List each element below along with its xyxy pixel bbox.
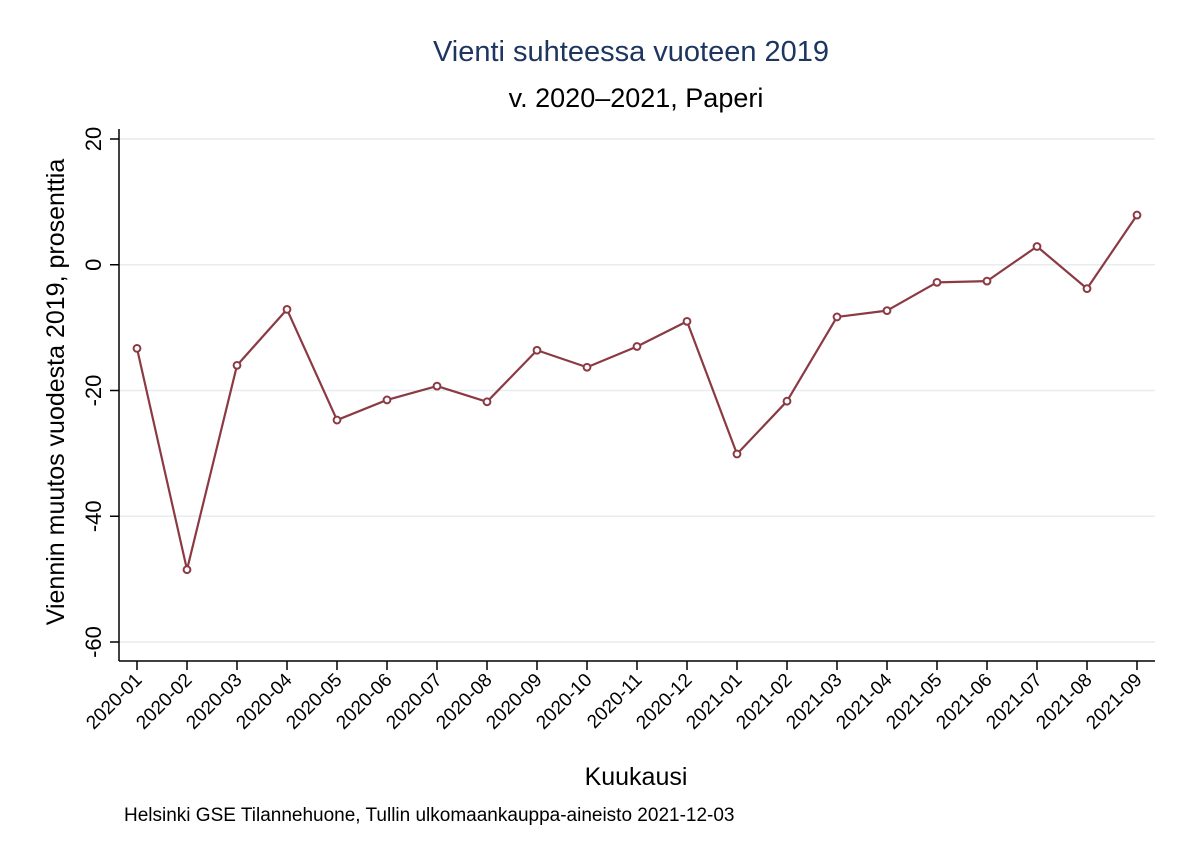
chart-title: Vienti suhteessa vuoteen 2019 xyxy=(433,36,829,68)
y-tick-label: 20 xyxy=(81,127,106,151)
data-point xyxy=(632,342,642,351)
data-point xyxy=(482,397,492,407)
axes: 200-20-40-602020-012020-022020-032020-04… xyxy=(81,127,1155,734)
gridlines xyxy=(119,138,1155,643)
data-point xyxy=(982,276,992,286)
data-point xyxy=(832,312,842,322)
y-tick-label: 0 xyxy=(81,259,106,271)
data-point xyxy=(382,395,392,405)
y-tick-label: -60 xyxy=(81,626,106,658)
x-axis-title: Kuukausi xyxy=(585,763,688,791)
source-note: Helsinki GSE Tilannehuone, Tullin ulkoma… xyxy=(124,805,735,826)
y-tick-label: -20 xyxy=(81,375,106,407)
data-point xyxy=(782,396,792,406)
series-line-group xyxy=(132,210,1142,575)
y-axis-title: Viennin muutos vuodesta 2019, prosenttia xyxy=(42,159,70,626)
chart-subtitle: v. 2020–2021, Paperi xyxy=(509,83,764,113)
x-tick-label: 2021-09 xyxy=(1082,670,1146,734)
data-point xyxy=(232,360,242,370)
data-point xyxy=(1032,242,1042,251)
data-point xyxy=(882,306,892,316)
data-point xyxy=(1132,210,1142,220)
x-tick-label: 2020-10 xyxy=(532,670,596,734)
data-point xyxy=(182,565,192,575)
data-point xyxy=(582,362,592,372)
data-point xyxy=(332,415,342,425)
data-point xyxy=(432,381,442,391)
data-point xyxy=(682,316,692,326)
data-point xyxy=(532,345,542,355)
data-point xyxy=(282,304,292,314)
data-point xyxy=(132,343,142,353)
data-point xyxy=(732,449,742,459)
y-tick-label: -40 xyxy=(81,500,106,532)
data-point xyxy=(1082,284,1092,294)
data-point xyxy=(932,277,942,287)
